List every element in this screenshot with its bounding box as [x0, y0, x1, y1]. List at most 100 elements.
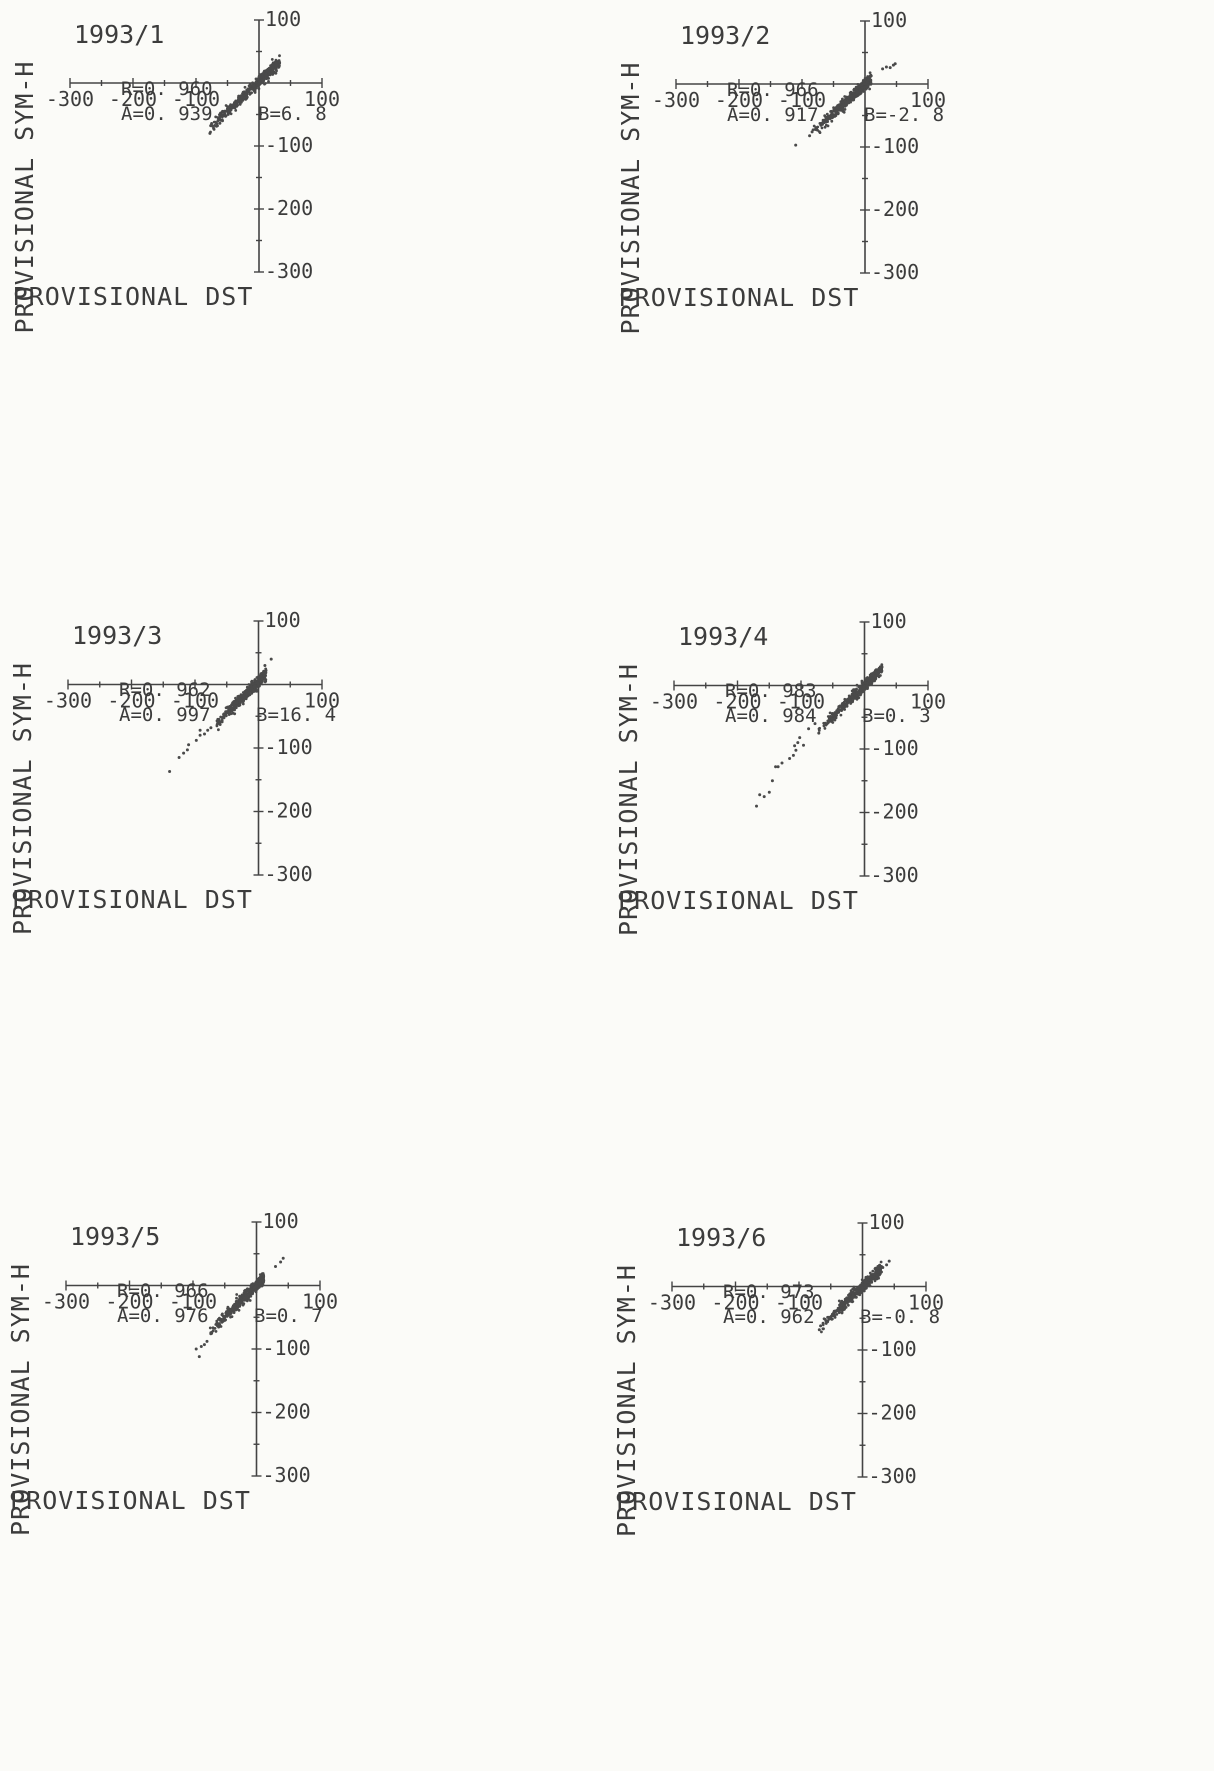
data-point	[893, 62, 897, 66]
data-point	[820, 121, 823, 125]
data-point	[861, 1286, 865, 1289]
data-point	[849, 1291, 853, 1295]
data-point	[823, 125, 827, 129]
data-point	[852, 697, 856, 700]
data-point	[838, 704, 842, 708]
data-point	[849, 1289, 853, 1293]
data-point	[836, 1306, 840, 1310]
data-point	[224, 104, 228, 107]
data-point	[823, 721, 827, 725]
data-point	[249, 1288, 253, 1292]
data-point	[218, 117, 222, 121]
data-point	[849, 94, 853, 98]
data-point	[232, 102, 236, 106]
data-point	[847, 1303, 850, 1307]
data-point	[245, 91, 249, 95]
data-point	[824, 1319, 828, 1322]
x-axis-label: PROVISIONAL DST	[619, 283, 860, 312]
data-point	[847, 1294, 851, 1297]
data-point	[860, 685, 863, 689]
y-axis-label: PROVISIONAL SYM-H	[6, 1263, 35, 1536]
data-point	[218, 121, 222, 125]
x-tick-label: 100	[304, 87, 340, 111]
data-point	[860, 83, 864, 87]
data-point	[846, 95, 850, 99]
data-point	[821, 1321, 825, 1325]
data-point	[168, 770, 172, 773]
data-point	[885, 1263, 889, 1267]
data-point	[832, 106, 835, 109]
data-point	[269, 64, 272, 67]
data-point	[840, 1311, 844, 1315]
data-point	[758, 793, 762, 797]
data-point	[202, 1343, 206, 1347]
data-point	[822, 724, 826, 728]
data-point	[802, 743, 805, 747]
y-tick-label: 100	[869, 1210, 905, 1234]
x-tick-label: -300	[42, 1290, 90, 1314]
data-point	[855, 90, 858, 93]
data-point	[880, 1270, 883, 1274]
data-point	[859, 693, 862, 697]
x-axis-label: PROVISIONAL DST	[616, 1487, 857, 1516]
data-point	[876, 674, 879, 677]
data-point	[223, 109, 227, 113]
data-point	[845, 1298, 849, 1301]
data-point	[874, 1273, 878, 1276]
data-point	[853, 688, 856, 691]
y-tick-label: -300	[871, 260, 919, 284]
data-point	[224, 712, 228, 716]
y-axis-label: PROVISIONAL SYM-H	[612, 1264, 641, 1537]
data-point	[212, 126, 216, 130]
data-point	[257, 1282, 260, 1286]
data-point	[237, 94, 241, 98]
data-point	[857, 90, 861, 93]
data-point	[250, 87, 254, 91]
plot-panel-6: -300 -200 -100 100 100 -100 -200 -300 1993/6 R=0.…	[612, 1210, 944, 1537]
data-point	[849, 1298, 852, 1301]
data-point	[869, 1278, 873, 1282]
data-point	[834, 114, 838, 117]
data-point	[836, 708, 840, 712]
y-tick-label: 100	[871, 8, 907, 32]
data-point	[211, 1326, 215, 1330]
data-point	[879, 666, 883, 670]
data-point	[253, 690, 256, 693]
data-point	[856, 86, 859, 90]
data-point	[855, 1295, 858, 1299]
data-point	[820, 126, 824, 130]
data-point	[221, 119, 224, 123]
data-point	[836, 108, 840, 111]
data-point	[864, 681, 867, 685]
data-point	[817, 731, 821, 735]
data-point	[793, 744, 797, 748]
data-point	[241, 1298, 245, 1302]
data-point	[235, 1296, 238, 1300]
data-point	[868, 1275, 872, 1278]
data-point	[262, 1274, 266, 1278]
data-point	[206, 728, 210, 732]
data-point	[263, 82, 267, 85]
y-tick-label: -200	[265, 799, 313, 823]
data-point	[220, 720, 224, 724]
data-point	[226, 1305, 230, 1309]
data-point	[817, 729, 821, 732]
data-point	[874, 1276, 878, 1280]
y-tick-label: -300	[265, 259, 313, 283]
data-point	[267, 68, 270, 72]
data-point	[830, 116, 834, 119]
y-tick-label: -100	[871, 736, 919, 760]
data-point	[872, 676, 876, 679]
data-point	[874, 670, 878, 674]
data-point	[788, 757, 792, 760]
data-point	[226, 111, 230, 114]
data-point	[829, 715, 833, 719]
data-point	[257, 679, 261, 682]
data-point	[841, 707, 845, 711]
data-point	[830, 712, 834, 716]
stat-b: B=6. 8	[258, 103, 327, 125]
y-axis-label: PROVISIONAL SYM-H	[614, 663, 643, 936]
x-tick-label: -200	[107, 689, 155, 713]
data-point	[866, 78, 870, 82]
